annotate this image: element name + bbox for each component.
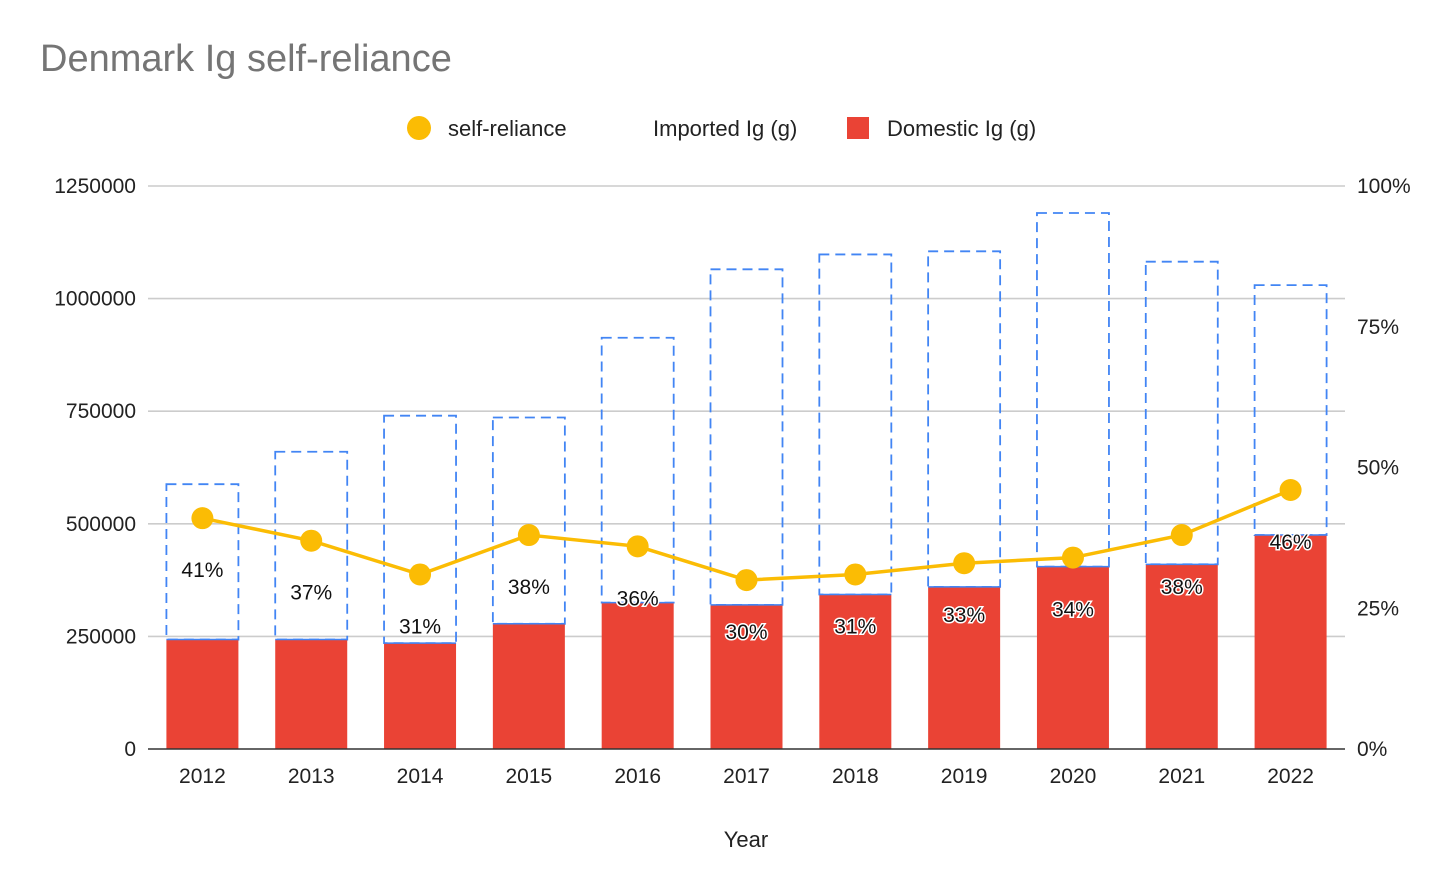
self-reliance-point bbox=[735, 569, 758, 592]
imported-bar bbox=[818, 253, 893, 596]
imported-bar bbox=[709, 268, 784, 606]
domestic-bar bbox=[601, 602, 674, 749]
y-left-tick-label: 750000 bbox=[66, 400, 136, 423]
y-left-tick-label: 250000 bbox=[66, 625, 136, 648]
legend: self-reliance Imported Ig (g) Domestic Ig … bbox=[407, 116, 1036, 141]
data-labels: 41% 37% 31% 38% 36% 30% 31% 33% 34% 38% 46% bbox=[180, 530, 1313, 646]
domestic-bar bbox=[1036, 566, 1109, 749]
y-left-tick-label: 1000000 bbox=[54, 288, 136, 311]
y-left-tick-label: 1250000 bbox=[54, 175, 136, 198]
imported-bar bbox=[1036, 212, 1110, 568]
y-right-tick-label: 100% bbox=[1357, 175, 1411, 198]
legend-square-icon bbox=[847, 117, 869, 139]
imported-bar bbox=[491, 416, 566, 625]
self-reliance-point bbox=[626, 535, 649, 558]
y-right-tick-label: 75% bbox=[1357, 316, 1399, 339]
imported-bar bbox=[600, 336, 675, 604]
domestic-bar bbox=[275, 639, 348, 749]
data-label: 46% bbox=[1270, 531, 1312, 554]
self-reliance-point bbox=[1279, 479, 1302, 502]
domestic-bar bbox=[492, 623, 565, 749]
domestic-bars bbox=[166, 534, 1327, 749]
chart-title: Denmark Ig self-reliance bbox=[40, 38, 452, 80]
x-axis-title: Year bbox=[724, 827, 768, 852]
legend-label: Domestic Ig (g) bbox=[887, 116, 1036, 141]
self-reliance-point bbox=[191, 507, 214, 530]
y-right-tick-label: 50% bbox=[1357, 457, 1399, 480]
data-label: 38% bbox=[508, 576, 550, 599]
domestic-bar bbox=[1145, 564, 1218, 749]
self-reliance-point bbox=[1061, 546, 1084, 569]
x-tick-label: 2013 bbox=[288, 765, 335, 788]
domestic-bar bbox=[166, 639, 239, 749]
legend-label: self-reliance bbox=[448, 116, 567, 141]
domestic-bar bbox=[710, 604, 783, 749]
tick-labels: 0 250000 500000 750000 1000000 1250000 0% 25% 50… bbox=[54, 175, 1410, 788]
y-left-tick-label: 500000 bbox=[66, 513, 136, 536]
x-tick-label: 2021 bbox=[1158, 765, 1205, 788]
legend-label: Imported Ig (g) bbox=[653, 116, 797, 141]
imported-bar bbox=[927, 250, 1002, 588]
x-tick-label: 2016 bbox=[614, 765, 661, 788]
data-label: 36% bbox=[617, 587, 659, 610]
x-tick-label: 2017 bbox=[723, 765, 770, 788]
self-reliance-polyline bbox=[202, 488, 1292, 582]
legend-item: self-reliance bbox=[407, 116, 567, 141]
data-label: 38% bbox=[1161, 576, 1203, 599]
data-label: 37% bbox=[290, 582, 332, 605]
imported-bar bbox=[1144, 260, 1219, 566]
domestic-bar bbox=[384, 643, 457, 749]
y-right-tick-label: 0% bbox=[1357, 738, 1387, 761]
self-reliance-line bbox=[191, 479, 1302, 592]
domestic-bar bbox=[928, 586, 1001, 749]
x-tick-label: 2014 bbox=[397, 765, 444, 788]
self-reliance-point bbox=[1170, 524, 1193, 547]
legend-circle-icon bbox=[407, 116, 431, 140]
x-tick-label: 2022 bbox=[1267, 765, 1314, 788]
domestic-bar bbox=[1254, 535, 1327, 749]
data-label: 34% bbox=[1052, 599, 1094, 622]
x-tick-label: 2018 bbox=[832, 765, 879, 788]
data-label: 31% bbox=[399, 615, 441, 638]
data-label: 31% bbox=[834, 615, 876, 638]
x-tick-label: 2012 bbox=[179, 765, 226, 788]
data-label: 33% bbox=[943, 604, 985, 627]
legend-item: Imported Ig (g) bbox=[653, 116, 797, 141]
data-label: 30% bbox=[725, 621, 767, 644]
legend-item: Domestic Ig (g) bbox=[847, 116, 1036, 141]
self-reliance-point bbox=[517, 524, 540, 547]
self-reliance-point bbox=[844, 563, 867, 586]
data-label: 41% bbox=[181, 559, 223, 582]
self-reliance-point bbox=[409, 563, 432, 586]
x-tick-label: 2015 bbox=[506, 765, 553, 788]
self-reliance-point bbox=[953, 552, 976, 575]
x-tick-label: 2020 bbox=[1050, 765, 1097, 788]
x-tick-label: 2019 bbox=[941, 765, 988, 788]
self-reliance-point bbox=[300, 529, 323, 552]
y-right-tick-label: 25% bbox=[1357, 597, 1399, 620]
y-left-tick-label: 0 bbox=[124, 738, 136, 761]
imported-bar bbox=[383, 414, 457, 645]
domestic-bar bbox=[819, 594, 892, 749]
